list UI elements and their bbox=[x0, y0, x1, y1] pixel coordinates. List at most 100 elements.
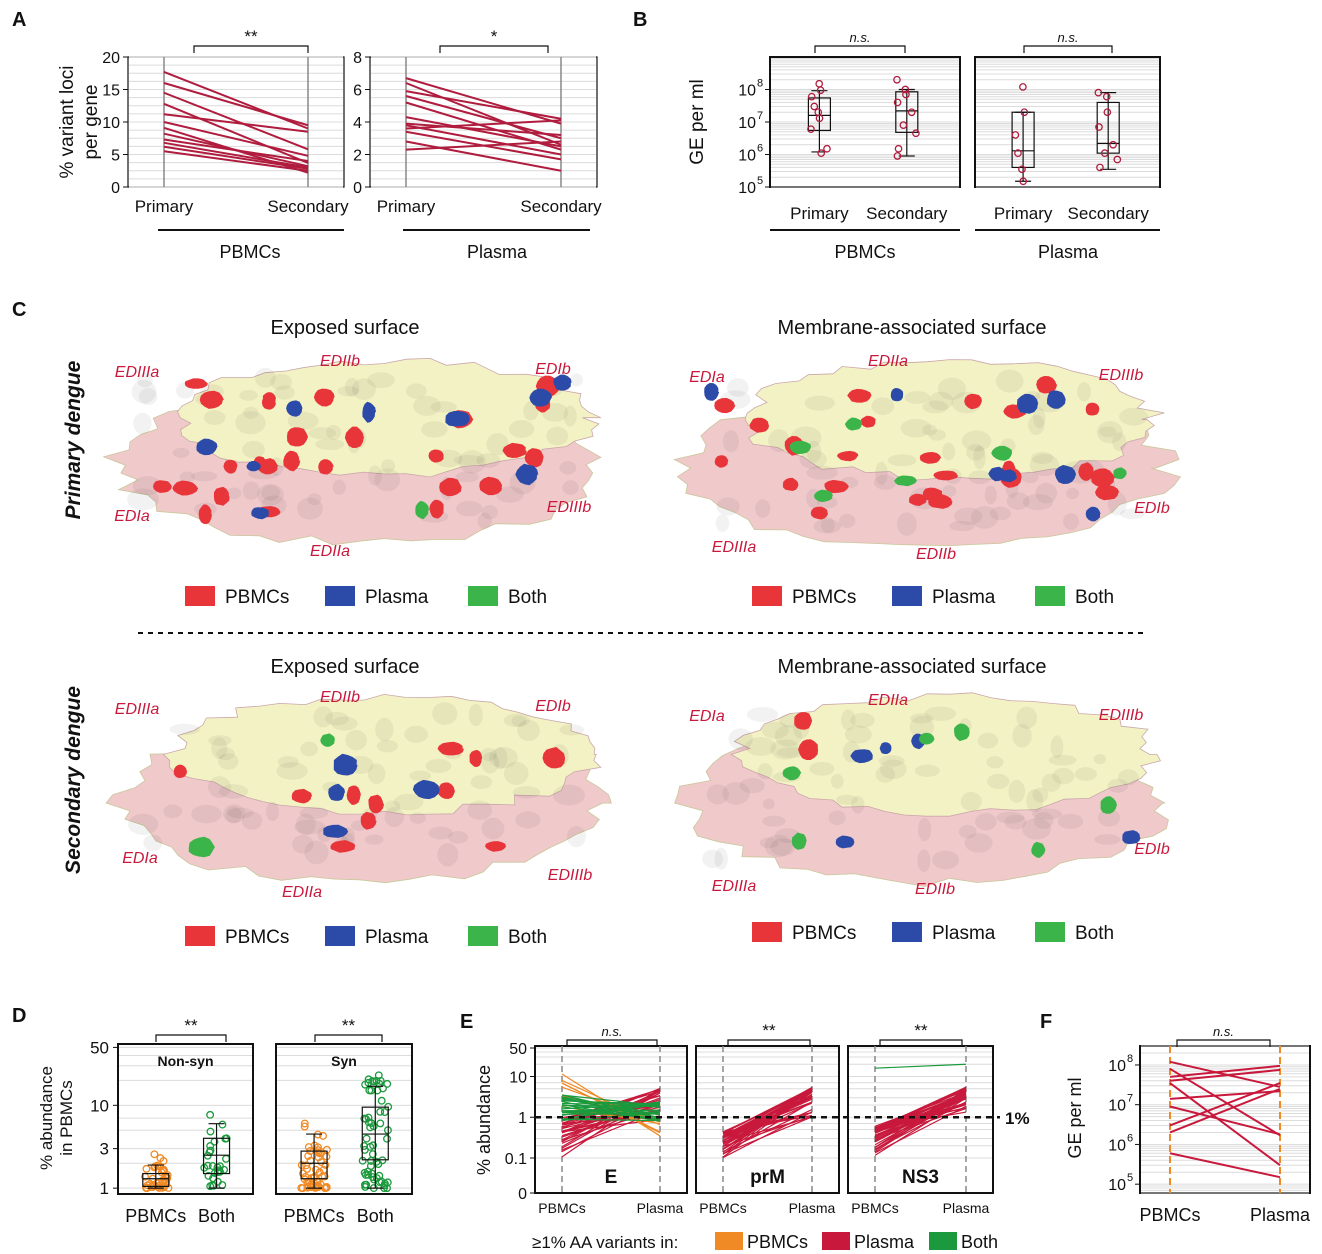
panel-c-primary-exposed-domain-upper bbox=[177, 357, 601, 478]
panel-c-secondary-membrane-surface-bump bbox=[762, 815, 786, 827]
panel-c-primary-membrane-surface-bump bbox=[904, 391, 931, 405]
panel-c-domain-label: EDIIIa bbox=[115, 701, 160, 718]
panel-c-secondary-membrane-surface-bump bbox=[960, 791, 982, 812]
panel-d-nonsyn-point bbox=[159, 1183, 168, 1192]
panel-c-primary-membrane-variant-patch-pbmcs bbox=[919, 452, 942, 464]
panel-c-secondary-exposed-surface-bump bbox=[143, 834, 163, 852]
panel-c-secondary-exposed-surface-bump bbox=[480, 748, 497, 762]
panel-c-secondary-membrane-surface-bump bbox=[1093, 753, 1107, 765]
panel-c-secondary-membrane-variant-patch-both bbox=[1031, 841, 1046, 858]
panel-e-ytick-label: 0 bbox=[518, 1186, 527, 1203]
panel-c-secondary-membrane-surface-bump bbox=[746, 707, 779, 722]
panel-b-pbmcs-point bbox=[823, 144, 831, 153]
panel-c-primary-exposed-variant-patch-plasma bbox=[246, 461, 261, 472]
panel-d-nonsyn-point bbox=[218, 1120, 227, 1129]
panel-e-env-xtick-label: PBMCs bbox=[538, 1200, 585, 1216]
panel-c-legend-label: PBMCs bbox=[225, 927, 289, 948]
panel-d-syn-point bbox=[303, 1164, 312, 1173]
panel-b-pbmcs-point bbox=[894, 144, 903, 153]
panel-d-syn-title: Syn bbox=[331, 1053, 357, 1069]
panel-e-ns3-xtick-label: Plasma bbox=[943, 1200, 990, 1216]
panel-c-primary-exposed-surface-bump bbox=[133, 412, 152, 435]
panel-c-primary-membrane-variant-patch-pbmcs bbox=[860, 415, 876, 428]
panel-c-primary-exposed-variant-patch-plasma bbox=[286, 400, 303, 417]
panel-c-secondary-membrane-variant-patch-pbmcs bbox=[798, 739, 819, 760]
panel-c-primary-membrane-surface-bump bbox=[887, 454, 917, 467]
panel-d-ylabel: % abundance bbox=[37, 1066, 56, 1170]
panel-c-secondary-exposed-surface-bump bbox=[207, 776, 232, 799]
panel-c-primary-membrane-variant-patch-both bbox=[789, 440, 811, 455]
panel-c-primary-membrane-surface-bump bbox=[966, 444, 985, 461]
panel-c-primary-membrane-surface-bump bbox=[875, 461, 888, 485]
panel-b-pbmcs-ytick-label: 10 bbox=[738, 148, 756, 165]
panel-c-primary-membrane-surface-bump bbox=[1096, 421, 1123, 444]
panel-b-pbmcs-xtick-label: Secondary bbox=[866, 204, 948, 223]
panel-c-secondary-exposed-surface-bump bbox=[503, 713, 530, 728]
panel-c-secondary-membrane-surface-bump bbox=[728, 728, 753, 750]
panel-d-nonsyn-point bbox=[206, 1127, 215, 1136]
panel-f-series-line-6 bbox=[1169, 1105, 1281, 1136]
panel-c-legend-label: Both bbox=[1075, 923, 1114, 944]
panel-c-primary-membrane-variant-patch-pbmcs bbox=[1036, 376, 1058, 394]
panel-c-legend-label: PBMCs bbox=[225, 587, 289, 608]
panel-c-primary-membrane-variant-patch-pbmcs bbox=[933, 470, 959, 481]
panel-f-series-line-5 bbox=[1169, 1090, 1281, 1100]
panel-c-legend-label: Both bbox=[1075, 587, 1114, 608]
panel-c-primary-membrane-surface-bump bbox=[755, 499, 771, 518]
panel-d-nonsyn-point bbox=[150, 1150, 159, 1159]
panel-c-domain-label: EDIIb bbox=[916, 546, 956, 563]
panel-c-primary-exposed-surface-bump bbox=[562, 480, 579, 496]
panel-f-ytick-exp: 8 bbox=[1127, 1053, 1133, 1065]
panel-a-plasma-series-line-5 bbox=[405, 116, 562, 148]
panel-c-secondary-membrane-surface-bump bbox=[745, 737, 777, 756]
panel-c-primary-membrane-surface-bump bbox=[806, 465, 838, 480]
panel-e-sig-ns3-label: ** bbox=[914, 1021, 928, 1040]
panel-a-pbmcs-ytick-label: 15 bbox=[102, 83, 120, 100]
panel-c-primary-exposed-variant-patch-pbmcs bbox=[199, 390, 224, 409]
panel-c-domain-label: EDIb bbox=[1134, 841, 1170, 858]
panel-c-secondary-exposed-surface-bump bbox=[304, 840, 329, 865]
panel-c-secondary-membrane-surface-bump bbox=[841, 709, 856, 731]
panel-c-primary-membrane-surface-bump bbox=[922, 400, 949, 414]
panel-c-secondary-membrane-surface-bump bbox=[1022, 817, 1052, 840]
panel-a-sig-pbmcs-label: ** bbox=[244, 27, 258, 46]
panel-c-secondary-exposed-surface-bump bbox=[325, 711, 349, 726]
panel-c-secondary-membrane-surface-bump bbox=[706, 784, 730, 805]
panel-c-primary-membrane-surface-bump bbox=[799, 449, 827, 470]
panel-c-primary-exposed-surface-bump bbox=[127, 488, 159, 511]
panel-c-legend-label: Plasma bbox=[932, 587, 996, 608]
panel-e-ns3-series-line bbox=[874, 1063, 967, 1069]
panel-c-legend-label: PBMCs bbox=[792, 587, 856, 608]
panel-c-secondary-membrane-surface-bump bbox=[1097, 808, 1121, 827]
panel-f-sig-bracket bbox=[1176, 1039, 1271, 1047]
panel-c-primary-membrane-surface-bump bbox=[722, 430, 739, 453]
panel-c-legend-swatch bbox=[468, 926, 498, 946]
panel-c-secondary-membrane-surface-bump bbox=[974, 813, 997, 831]
panel-c-row-label: Secondary dengue bbox=[62, 686, 85, 874]
panel-c-secondary-exposed-surface-bump bbox=[313, 706, 334, 728]
panel-c-secondary-exposed-surface-bump bbox=[428, 826, 453, 840]
panel-c-domain-label: EDIb bbox=[535, 698, 571, 715]
panel-d-nonsyn-point bbox=[206, 1110, 215, 1119]
panel-c-title-exposed: Exposed surface bbox=[271, 317, 420, 339]
panel-c-primary-membrane-domain-upper bbox=[744, 359, 1165, 481]
panel-c-primary-exposed-surface-bump bbox=[344, 377, 360, 397]
panel-c-primary-membrane-surface-bump bbox=[768, 429, 790, 453]
panel-c-primary-exposed-variant-patch-pbmcs bbox=[172, 480, 199, 496]
panel-c-primary-membrane-surface-bump bbox=[1120, 508, 1145, 520]
panel-c-secondary-membrane-surface-bump bbox=[1094, 834, 1121, 845]
panel-c-secondary-exposed-surface-bump bbox=[481, 817, 505, 840]
panel-d-syn-point bbox=[319, 1131, 327, 1140]
panel-c-secondary-membrane-surface-bump bbox=[762, 798, 775, 810]
panel-b-pbmcs-point bbox=[912, 129, 920, 138]
panel-c-primary-membrane-surface-bump bbox=[928, 429, 946, 441]
panel-a-plasma-xtick-label: Secondary bbox=[520, 197, 602, 216]
panel-c-secondary-exposed-surface-bump bbox=[208, 735, 232, 746]
panel-d-syn-frame bbox=[275, 1043, 413, 1195]
panel-b-plasma-xtick-label: Primary bbox=[994, 204, 1053, 223]
panel-c-secondary-exposed-surface-bump bbox=[331, 716, 358, 731]
panel-d-syn-point bbox=[366, 1162, 375, 1170]
panel-c-domain-label: EDIIIb bbox=[1099, 707, 1144, 724]
panel-d-syn-point bbox=[300, 1122, 309, 1131]
panel-c-legend-swatch bbox=[752, 922, 782, 942]
